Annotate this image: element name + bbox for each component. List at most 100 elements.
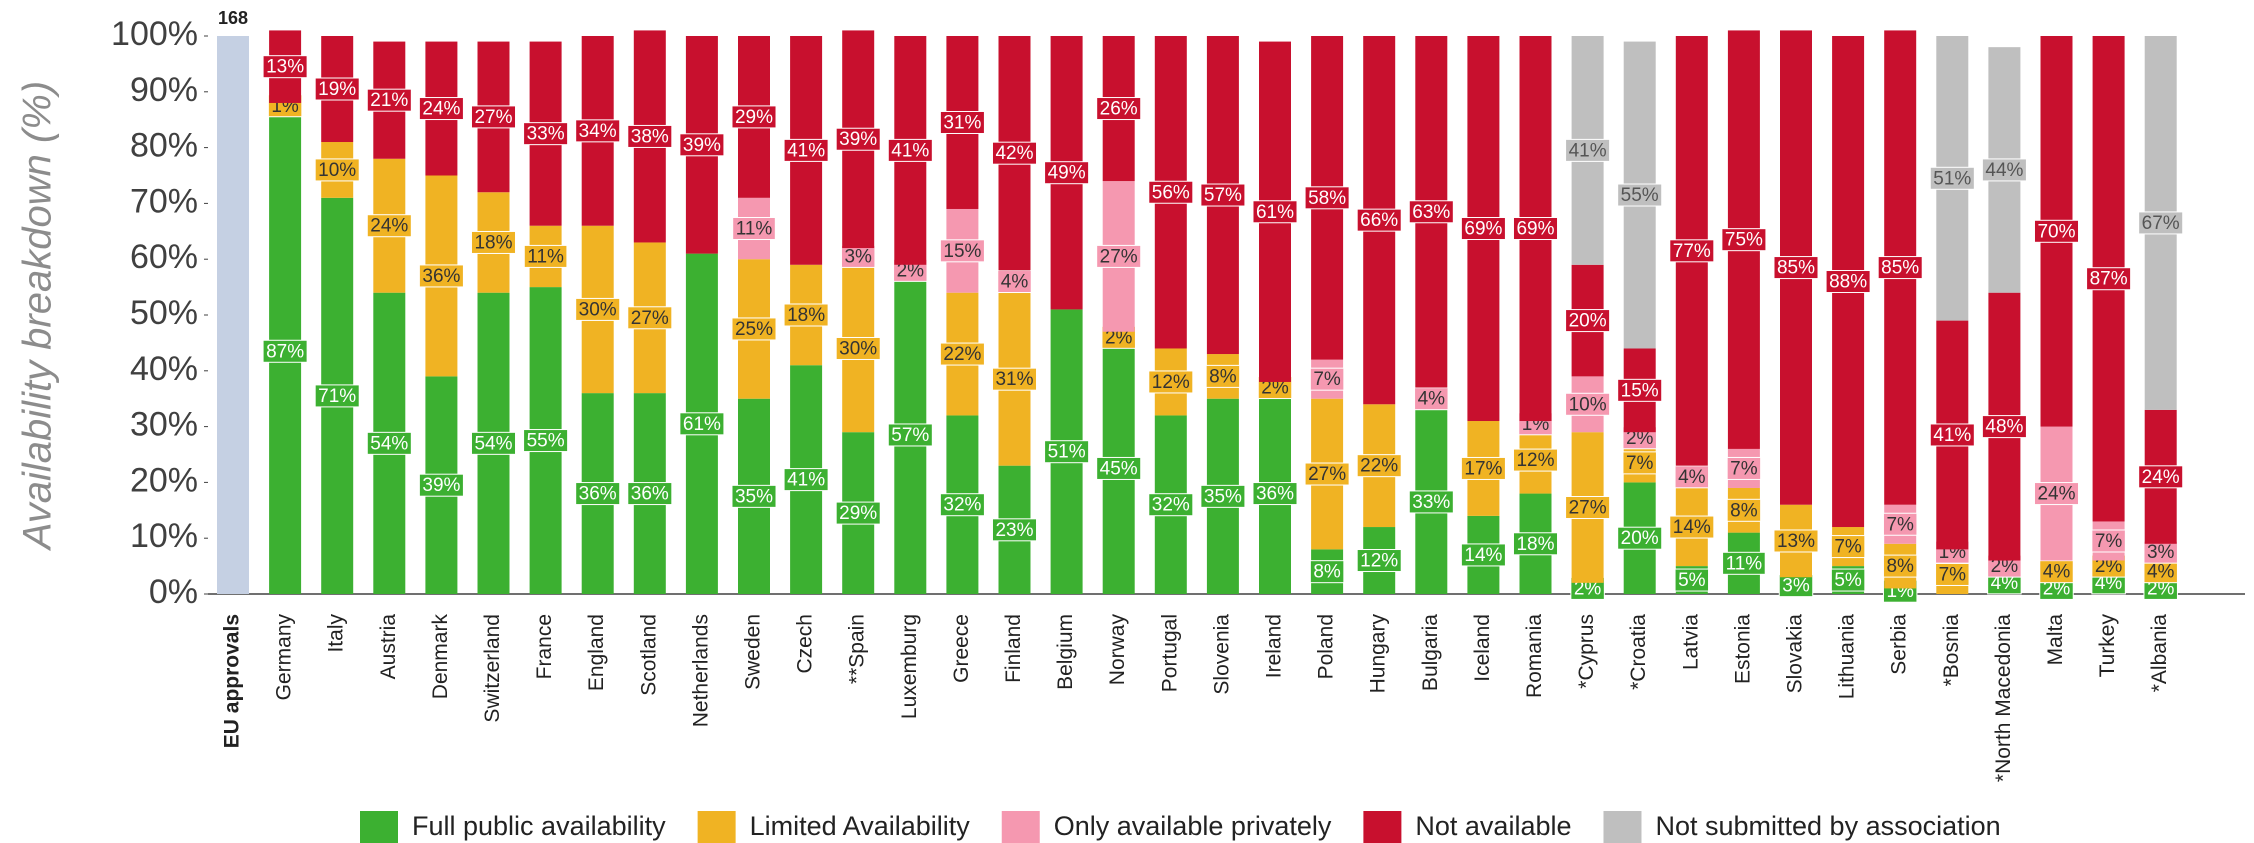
value-label-bg bbox=[575, 297, 621, 321]
legend-label: Only available privately bbox=[1054, 811, 1332, 841]
value-label-bg bbox=[1722, 551, 1766, 575]
value-label-bg bbox=[783, 138, 829, 162]
x-tick-label: Malta bbox=[2044, 614, 2067, 666]
value-label: 77% bbox=[1673, 241, 1711, 262]
value-label: 54% bbox=[370, 433, 408, 454]
value-label-bg bbox=[1096, 244, 1142, 268]
value-label-bg bbox=[470, 230, 517, 254]
value-label: 4% bbox=[2043, 562, 2071, 583]
value-label: 4% bbox=[1418, 389, 1446, 410]
value-label-bg bbox=[627, 124, 673, 148]
value-label: 2% bbox=[2147, 578, 2175, 599]
value-label-bg bbox=[835, 127, 881, 151]
x-tick-label: **Spain bbox=[846, 614, 869, 684]
value-label-bg bbox=[1304, 186, 1350, 210]
value-label-bg bbox=[2033, 219, 2080, 243]
value-label: 23% bbox=[995, 520, 1033, 541]
x-tick-label: Bulgaria bbox=[1419, 614, 1442, 691]
legend-swatch bbox=[1001, 811, 1040, 843]
value-label: 2% bbox=[897, 260, 925, 281]
value-label: 33% bbox=[527, 124, 565, 145]
value-label-bg bbox=[1565, 138, 1611, 162]
value-label: 35% bbox=[1204, 486, 1242, 507]
value-label-bg bbox=[731, 105, 777, 129]
value-label-bg bbox=[314, 77, 360, 101]
value-label-bg bbox=[314, 384, 360, 408]
value-label: 2% bbox=[1574, 578, 1602, 599]
x-tick-label: Finland bbox=[1002, 614, 1025, 683]
value-label-bg bbox=[470, 105, 517, 129]
value-label: 10% bbox=[1569, 394, 1607, 415]
value-label: 29% bbox=[839, 503, 877, 524]
value-label-bg bbox=[2138, 465, 2184, 489]
value-label: 3% bbox=[1782, 576, 1810, 597]
value-label: 12% bbox=[1516, 450, 1554, 471]
value-label: 39% bbox=[839, 129, 877, 150]
x-tick-label: Belgium bbox=[1054, 614, 1077, 690]
value-label-bg bbox=[418, 264, 464, 288]
value-label: 38% bbox=[631, 126, 669, 147]
value-label-bg bbox=[679, 412, 725, 436]
value-label: 36% bbox=[631, 484, 669, 505]
value-label-bg bbox=[1309, 560, 1345, 584]
value-label: 58% bbox=[1308, 188, 1346, 209]
value-label: 42% bbox=[995, 143, 1033, 164]
value-label-bg bbox=[1408, 200, 1454, 224]
value-label: 29% bbox=[735, 107, 773, 128]
value-label-bg bbox=[1356, 549, 1402, 573]
value-label: 63% bbox=[1412, 202, 1450, 223]
value-label: 4% bbox=[1001, 272, 1029, 293]
value-label: 11% bbox=[736, 219, 773, 240]
value-label: 33% bbox=[1412, 492, 1450, 513]
value-label: 36% bbox=[579, 484, 617, 505]
value-label-bg bbox=[627, 482, 673, 506]
value-label-bg bbox=[1044, 440, 1090, 464]
value-label-bg bbox=[939, 239, 985, 263]
value-label-bg bbox=[523, 429, 569, 453]
value-label-bg bbox=[939, 342, 985, 366]
value-label: 25% bbox=[735, 319, 773, 340]
y-axis-title: Availability breakdown (%) bbox=[16, 81, 60, 551]
value-label: 32% bbox=[943, 495, 981, 516]
x-tick-label: EU approvals bbox=[221, 614, 244, 748]
value-label: 87% bbox=[266, 341, 304, 362]
value-label-bg bbox=[1981, 415, 2027, 439]
value-label-bg bbox=[1512, 532, 1559, 556]
y-tick-label: 80% bbox=[130, 127, 198, 165]
value-label: 45% bbox=[1100, 458, 1138, 479]
value-label: 21% bbox=[370, 90, 408, 111]
y-tick-label: 10% bbox=[130, 517, 198, 555]
value-label: 11% bbox=[1726, 553, 1763, 574]
value-label: 20% bbox=[1621, 528, 1659, 549]
value-label: 4% bbox=[1678, 467, 1706, 488]
x-tick-label: Slovenia bbox=[1210, 614, 1233, 695]
value-label: 12% bbox=[1360, 551, 1398, 572]
value-label: 8% bbox=[1886, 556, 1914, 577]
value-label-bg bbox=[1669, 239, 1715, 263]
value-label-bg bbox=[1200, 484, 1246, 508]
value-label: 7% bbox=[1730, 458, 1758, 479]
value-label-bg bbox=[1617, 526, 1663, 550]
value-label: 5% bbox=[1834, 570, 1862, 591]
value-label: 55% bbox=[527, 431, 565, 452]
reference-annotation: 168 bbox=[218, 8, 248, 28]
value-label-bg bbox=[835, 501, 881, 525]
legend-swatch bbox=[1363, 811, 1402, 843]
value-label-bg bbox=[1674, 568, 1710, 592]
value-label: 11% bbox=[527, 246, 564, 267]
value-label-bg bbox=[1408, 490, 1454, 514]
value-label-bg bbox=[1252, 200, 1298, 224]
value-label: 51% bbox=[1048, 442, 1086, 463]
value-label: 2% bbox=[2095, 556, 2123, 577]
value-label: 44% bbox=[1985, 160, 2023, 181]
value-label-bg bbox=[470, 431, 517, 455]
value-label: 17% bbox=[1464, 458, 1502, 479]
value-label-bg bbox=[418, 97, 464, 121]
value-label: 27% bbox=[1569, 498, 1607, 519]
value-label: 55% bbox=[1621, 185, 1659, 206]
value-label-bg bbox=[1882, 512, 1918, 536]
x-tick-label: Netherlands bbox=[689, 614, 712, 727]
value-label: 54% bbox=[474, 433, 512, 454]
value-label: 20% bbox=[1569, 311, 1607, 332]
value-label-bg bbox=[366, 431, 412, 455]
